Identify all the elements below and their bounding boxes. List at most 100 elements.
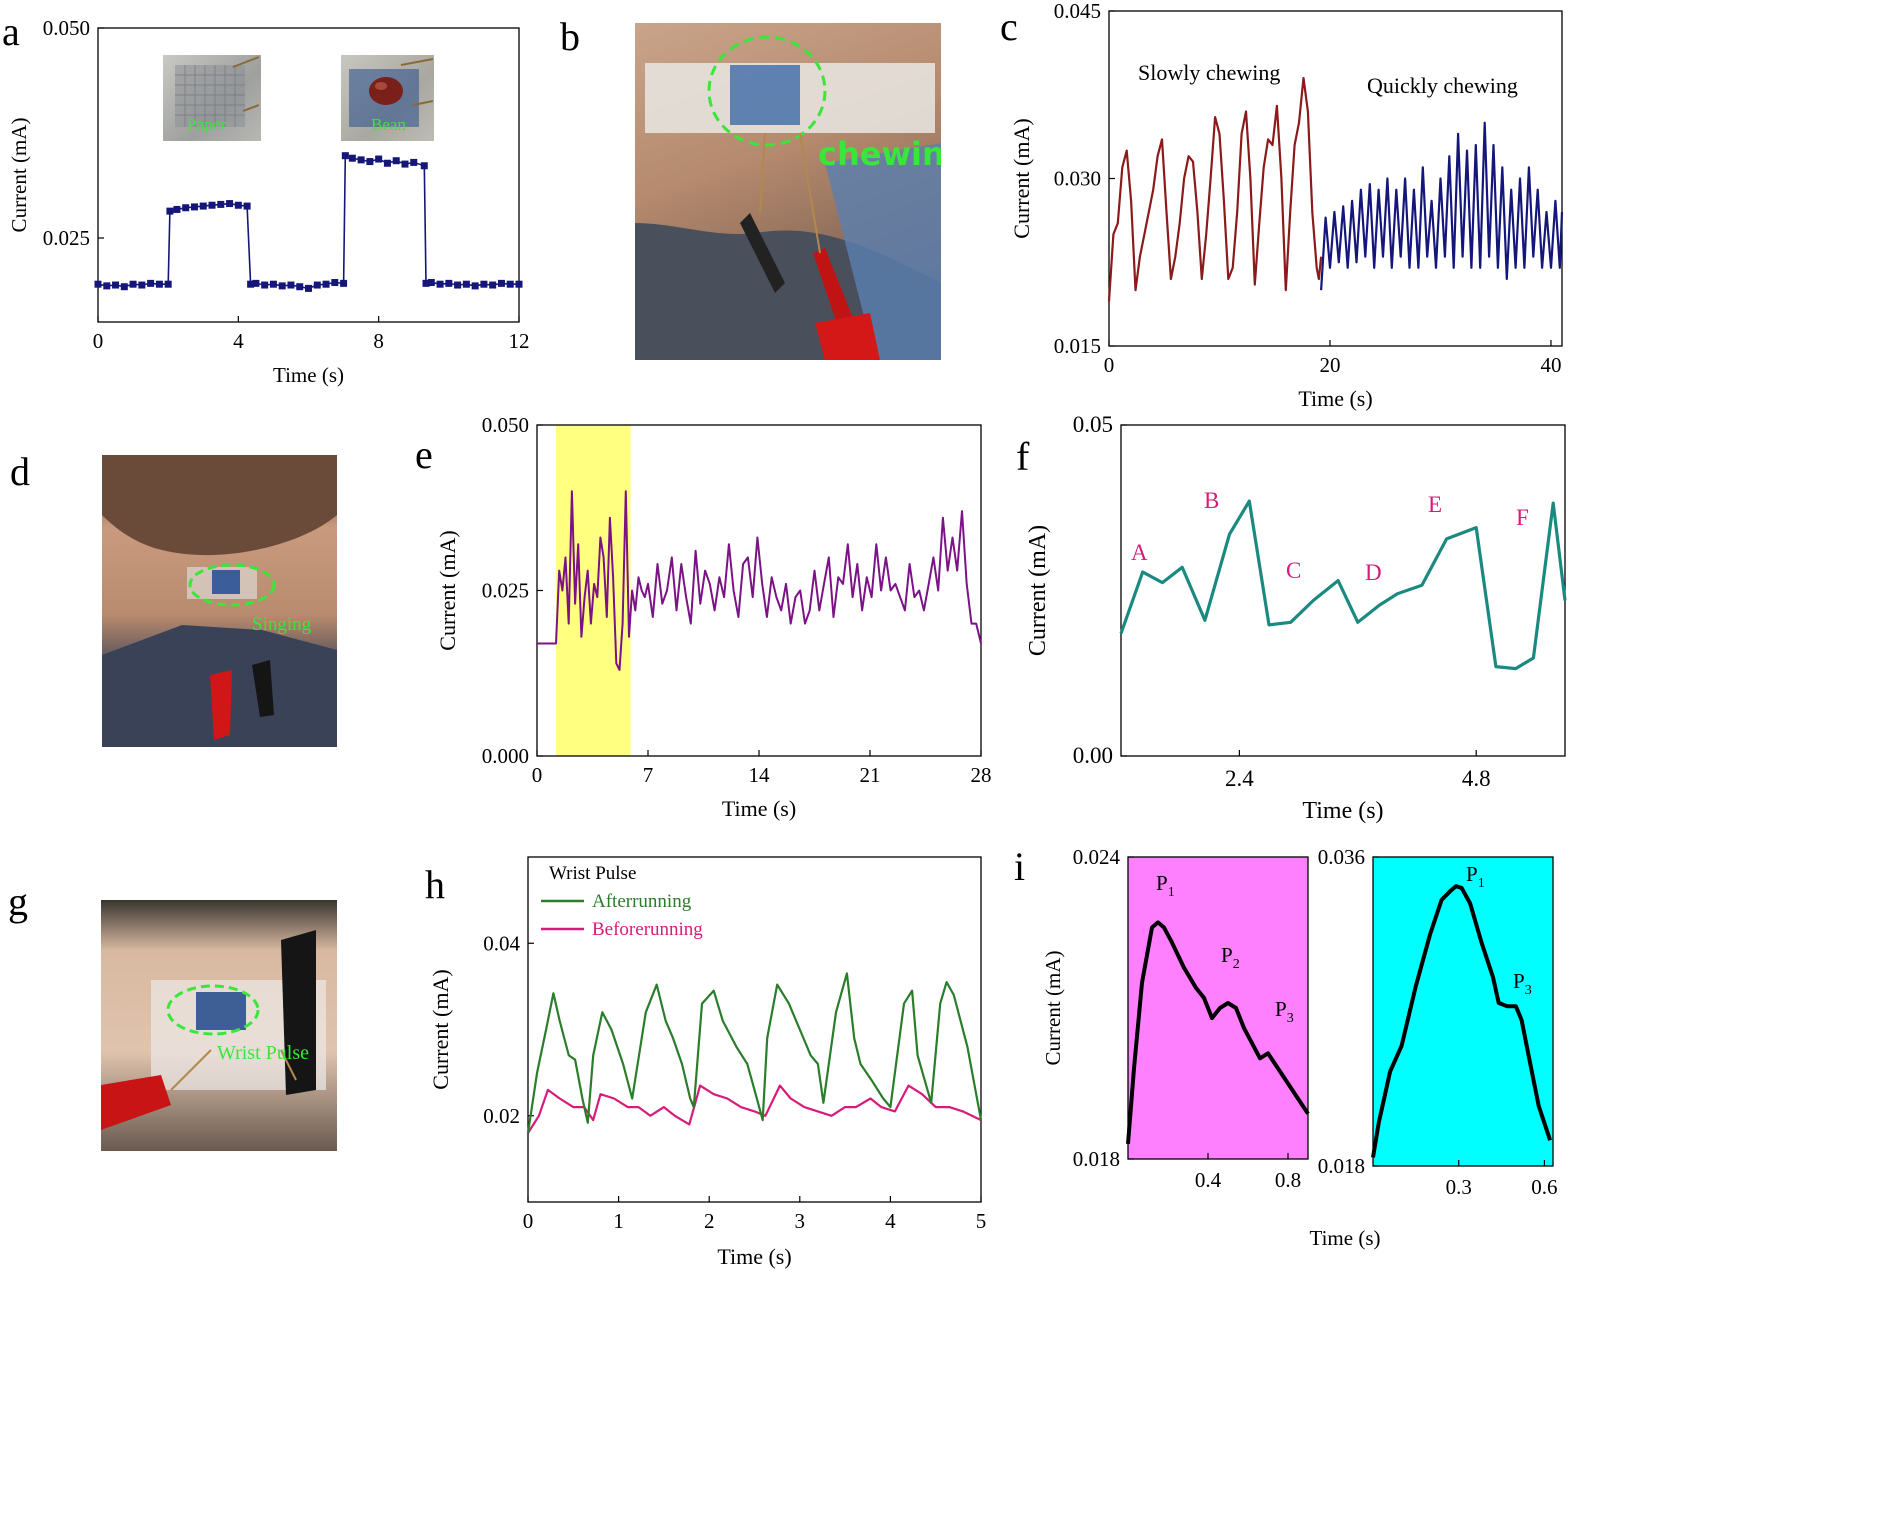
data-point-a bbox=[341, 152, 349, 160]
panel-letter-e: e bbox=[415, 432, 433, 477]
x-tick-label-h: 5 bbox=[976, 1209, 987, 1233]
data-point-a bbox=[261, 281, 269, 289]
panel-letter-d: d bbox=[10, 449, 30, 494]
photo-label-wrist: Wrist Pulse bbox=[217, 1042, 309, 1064]
plot-frame-i2 bbox=[1372, 856, 1554, 1167]
photo-singing: Singing bbox=[102, 455, 337, 747]
plot-frame-a bbox=[97, 27, 520, 323]
data-point-a bbox=[331, 279, 339, 287]
data-point-a bbox=[471, 282, 479, 290]
series-line-c bbox=[1107, 76, 1323, 302]
panel-letter-b: b bbox=[560, 14, 580, 59]
data-point-a bbox=[252, 279, 260, 287]
x-axis-label-a: Time (s) bbox=[273, 363, 344, 387]
data-point-a bbox=[226, 200, 234, 208]
data-point-a bbox=[436, 280, 444, 288]
data-point-a bbox=[375, 155, 383, 163]
photo-label-singing: Singing bbox=[252, 614, 312, 635]
panel-letter-a: a bbox=[2, 9, 20, 54]
photo-wrist: Wrist Pulse bbox=[101, 900, 337, 1151]
y-tick-label-i2: 0.036 bbox=[1318, 845, 1365, 869]
y-tick-label-c: 0.045 bbox=[1054, 0, 1101, 23]
photo-inset-paper: Paper bbox=[163, 55, 261, 141]
y-tick-label-f: 0.00 bbox=[1073, 743, 1113, 768]
point-label-f: A bbox=[1131, 540, 1148, 565]
x-tick-label-f: 2.4 bbox=[1225, 766, 1254, 791]
x-tick-label-e: 7 bbox=[643, 763, 654, 787]
series-line-i2 bbox=[1371, 884, 1552, 1158]
data-point-a bbox=[269, 280, 277, 288]
data-point-a bbox=[462, 280, 470, 288]
x-tick-label-c: 0 bbox=[1104, 353, 1115, 377]
point-label-f: F bbox=[1516, 505, 1529, 530]
x-tick-label-i1: 0.4 bbox=[1195, 1168, 1222, 1192]
photo-chewing: chewing bbox=[635, 23, 941, 360]
x-axis-label-c: Time (s) bbox=[1298, 386, 1372, 411]
data-point-a bbox=[103, 282, 111, 290]
y-tick-label-i1: 0.024 bbox=[1073, 845, 1121, 869]
data-point-a bbox=[234, 201, 242, 209]
data-point-a bbox=[243, 202, 251, 210]
data-point-a bbox=[340, 279, 348, 287]
data-point-a bbox=[410, 158, 418, 166]
data-point-a bbox=[366, 158, 374, 166]
data-point-a bbox=[182, 204, 190, 212]
x-axis-label-h: Time (s) bbox=[717, 1244, 791, 1269]
data-point-a bbox=[506, 280, 514, 288]
data-point-a bbox=[313, 281, 321, 289]
panel-letter-i: i bbox=[1014, 844, 1025, 889]
y-tick-label-i1: 0.018 bbox=[1073, 1147, 1120, 1171]
point-label-f: D bbox=[1365, 560, 1382, 585]
point-label-sub-i2: 3 bbox=[1525, 983, 1532, 998]
plot-frame-i1 bbox=[1127, 856, 1309, 1160]
data-point-a bbox=[166, 207, 174, 215]
point-label-f: E bbox=[1428, 492, 1442, 517]
x-tick-label-a: 4 bbox=[233, 329, 244, 353]
series-line-f bbox=[1119, 499, 1567, 671]
data-point-a bbox=[427, 279, 435, 287]
legend-title-h: Wrist Pulse bbox=[549, 863, 636, 884]
chart-c: 0 20 40 0.015 0.030 0.045 Time (s) Current (mA)… bbox=[1009, 0, 1564, 411]
data-point-a bbox=[322, 280, 330, 288]
plot-background-i2 bbox=[1373, 857, 1553, 1166]
y-tick-label-h: 0.02 bbox=[483, 1104, 520, 1128]
series-line-a bbox=[97, 154, 519, 290]
x-tick-label-a: 8 bbox=[373, 329, 384, 353]
x-tick-label-e: 14 bbox=[749, 763, 771, 787]
y-axis-label-c: Current (mA) bbox=[1009, 118, 1034, 238]
data-point-a bbox=[173, 205, 181, 213]
annotation-quickly: Quickly chewing bbox=[1367, 73, 1518, 98]
x-tick-label-i2: 0.3 bbox=[1446, 1175, 1472, 1199]
data-point-a bbox=[305, 284, 312, 292]
x-axis-label-f: Time (s) bbox=[1302, 798, 1383, 824]
chart-e: 0 7 14 21 28 0.000 0.025 0.050 Time (s) Current (… bbox=[435, 413, 992, 821]
data-point-a bbox=[278, 282, 286, 290]
x-tick-label-c: 20 bbox=[1319, 353, 1340, 377]
data-point-a bbox=[489, 281, 497, 289]
point-label-sub-i2: 1 bbox=[1478, 876, 1485, 891]
x-tick-label-e: 0 bbox=[532, 763, 543, 787]
data-point-a bbox=[296, 283, 304, 291]
y-axis-label-a: Current (mA) bbox=[7, 118, 31, 233]
panel-letter-h: h bbox=[425, 862, 445, 907]
legend-label-after: Afterrunning bbox=[592, 891, 692, 912]
data-point-a bbox=[480, 280, 488, 288]
data-point-a bbox=[401, 160, 409, 168]
data-point-a bbox=[287, 281, 295, 289]
data-point-a bbox=[454, 281, 462, 289]
y-tick-label-f: 0.05 bbox=[1073, 412, 1113, 437]
x-tick-label-e: 21 bbox=[860, 763, 881, 787]
data-point-a bbox=[422, 279, 430, 287]
data-point-a bbox=[392, 157, 400, 165]
point-label-sub-i1: 3 bbox=[1287, 1011, 1294, 1026]
y-axis-label-e: Current (mA) bbox=[435, 530, 460, 650]
x-tick-label-h: 0 bbox=[523, 1209, 534, 1233]
x-axis-label-i: Time (s) bbox=[1310, 1226, 1381, 1250]
x-tick-label-e: 28 bbox=[971, 763, 992, 787]
series-line-h bbox=[527, 1084, 982, 1134]
y-tick-label-c: 0.030 bbox=[1054, 167, 1101, 191]
panel-letter-g: g bbox=[8, 879, 28, 924]
y-axis-label-h: Current (mA) bbox=[428, 969, 453, 1089]
paper-texture bbox=[175, 56, 260, 127]
